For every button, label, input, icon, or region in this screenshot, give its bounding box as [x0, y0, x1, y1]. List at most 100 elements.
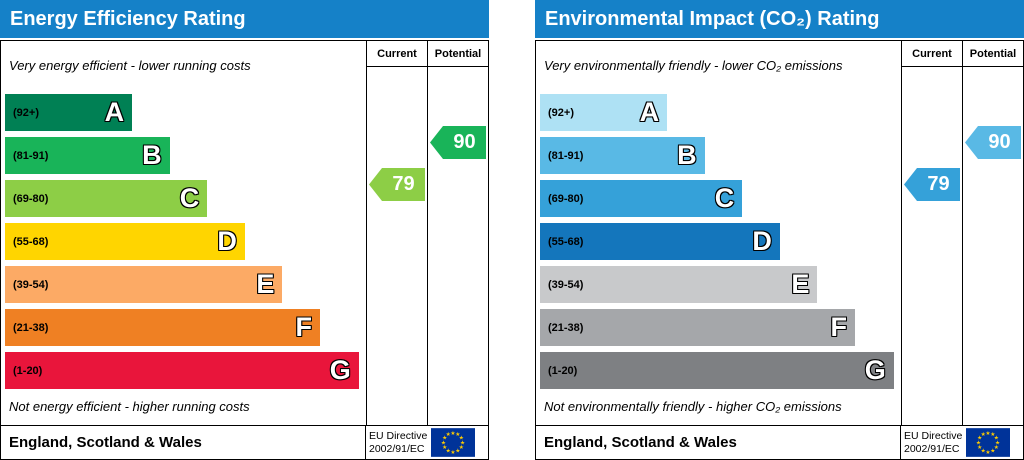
potential-column-header: Potential — [963, 41, 1023, 67]
region-label: England, Scotland & Wales — [9, 434, 202, 451]
rating-band-e: (39-54) E — [540, 266, 898, 303]
band-chart-area: Very environmentally friendly - lower CO… — [536, 41, 901, 425]
eu-directive-line1: EU Directive — [904, 429, 963, 442]
band-range-label: (69-80) — [13, 192, 49, 205]
band-letter: G — [329, 355, 351, 385]
eu-directive-line1: EU Directive — [369, 429, 428, 442]
current-rating-marker: 79 — [369, 168, 425, 201]
eu-directive-line2: 2002/91/EC — [904, 442, 960, 455]
svg-text:★: ★ — [995, 439, 1000, 446]
band-letter: A — [104, 97, 125, 127]
potential-column: Potential 90 — [962, 41, 1023, 425]
svg-text:★: ★ — [446, 431, 451, 438]
band-range-label: (39-54) — [548, 278, 584, 291]
svg-text:★: ★ — [994, 435, 999, 442]
band-range-label: (21-38) — [548, 321, 584, 334]
rating-band-d: (55-68) D — [5, 223, 363, 260]
eu-flag-icon: ★ ★ ★ ★ ★ ★ ★ ★ ★ ★ ★ ★ — [431, 428, 476, 457]
svg-text:★: ★ — [981, 448, 986, 455]
rating-band-b: (81-91) B — [5, 137, 363, 174]
top-note: Very environmentally friendly - lower CO… — [544, 58, 843, 73]
eu-directive-label: EU Directive 2002/91/EC — [904, 430, 962, 455]
band-range-label: (55-68) — [548, 235, 584, 248]
band-bar: (55-68) D — [540, 223, 780, 260]
svg-text:★: ★ — [442, 444, 447, 451]
svg-text:★: ★ — [986, 449, 991, 456]
eu-directive-cell: EU Directive 2002/91/EC ★ ★ ★ ★ ★ ★ ★ ★ ★ ★ ★ ★ — [365, 426, 488, 459]
band-letter: C — [714, 183, 735, 213]
band-bar: (81-91) B — [540, 137, 705, 174]
band-bar: (1-20) G — [5, 352, 359, 389]
rating-band-f: (21-38) F — [5, 309, 363, 346]
current-column-body: 79 — [367, 67, 427, 425]
top-note: Very energy efficient - lower running co… — [9, 58, 251, 73]
rating-band-c: (69-80) C — [540, 180, 898, 217]
svg-text:★: ★ — [991, 448, 996, 455]
band-bar: (39-54) E — [5, 266, 283, 303]
band-bar: (92+) A — [540, 94, 668, 131]
rating-band-d: (55-68) D — [540, 223, 898, 260]
band-bar: (55-68) D — [5, 223, 245, 260]
eu-directive-line2: 2002/91/EC — [369, 442, 425, 455]
svg-text:★: ★ — [981, 431, 986, 438]
current-column-header: Current — [902, 41, 962, 67]
potential-column: Potential 90 — [427, 41, 488, 425]
table-footer: England, Scotland & Wales EU Directive 2… — [1, 425, 488, 459]
rating-band-b: (81-91) B — [540, 137, 898, 174]
band-bar: (81-91) B — [5, 137, 170, 174]
band-range-label: (81-91) — [548, 149, 584, 162]
band-letter: B — [142, 140, 162, 170]
svg-text:★: ★ — [451, 430, 456, 437]
band-letter: D — [217, 226, 237, 256]
svg-text:★: ★ — [460, 439, 465, 446]
rating-band-a: (92+) A — [540, 94, 898, 131]
svg-text:★: ★ — [459, 435, 464, 442]
band-chart-area: Very energy efficient - lower running co… — [1, 41, 366, 425]
panel-title: Environmental Impact (CO₂) Rating — [535, 0, 1024, 38]
potential-column-header: Potential — [428, 41, 488, 67]
svg-text:★: ★ — [977, 435, 982, 442]
band-letter: E — [791, 269, 810, 299]
svg-text:★: ★ — [994, 444, 999, 451]
potential-column-body: 90 — [428, 67, 488, 425]
svg-text:★: ★ — [441, 439, 446, 446]
band-range-label: (21-38) — [13, 321, 49, 334]
rating-band-g: (1-20) G — [5, 352, 363, 389]
region-label: England, Scotland & Wales — [544, 434, 737, 451]
svg-text:★: ★ — [456, 448, 461, 455]
band-range-label: (92+) — [13, 106, 39, 119]
panel-title: Energy Efficiency Rating — [0, 0, 489, 38]
band-bar: (69-80) C — [540, 180, 743, 217]
current-rating-marker: 79 — [904, 168, 960, 201]
rating-band-a: (92+) A — [5, 94, 363, 131]
band-range-label: (81-91) — [13, 149, 49, 162]
band-letter: B — [677, 140, 697, 170]
rating-band-e: (39-54) E — [5, 266, 363, 303]
current-column: Current 79 — [901, 41, 962, 425]
eu-directive-label: EU Directive 2002/91/EC — [369, 430, 427, 455]
band-letter: E — [256, 269, 275, 299]
band-letter: F — [295, 312, 313, 342]
band-letter: G — [864, 355, 886, 385]
band-bar: (21-38) F — [540, 309, 856, 346]
svg-text:★: ★ — [986, 430, 991, 437]
potential-rating-marker: 90 — [965, 126, 1021, 159]
current-column-header: Current — [367, 41, 427, 67]
band-bar: (39-54) E — [540, 266, 818, 303]
band-bar: (1-20) G — [540, 352, 894, 389]
current-column: Current 79 — [366, 41, 427, 425]
band-letter: D — [752, 226, 772, 256]
rating-table: Very energy efficient - lower running co… — [0, 40, 489, 460]
svg-text:★: ★ — [446, 448, 451, 455]
band-bar: (21-38) F — [5, 309, 321, 346]
svg-text:★: ★ — [442, 435, 447, 442]
potential-rating-marker: 90 — [430, 126, 486, 159]
svg-text:★: ★ — [459, 444, 464, 451]
rating-band-c: (69-80) C — [5, 180, 363, 217]
eu-directive-cell: EU Directive 2002/91/EC ★ ★ ★ ★ ★ ★ ★ ★ ★ ★ ★ ★ — [900, 426, 1023, 459]
band-range-label: (39-54) — [13, 278, 49, 291]
potential-column-body: 90 — [963, 67, 1023, 425]
bottom-note: Not environmentally friendly - higher CO… — [544, 399, 842, 414]
band-letter: F — [830, 312, 848, 342]
